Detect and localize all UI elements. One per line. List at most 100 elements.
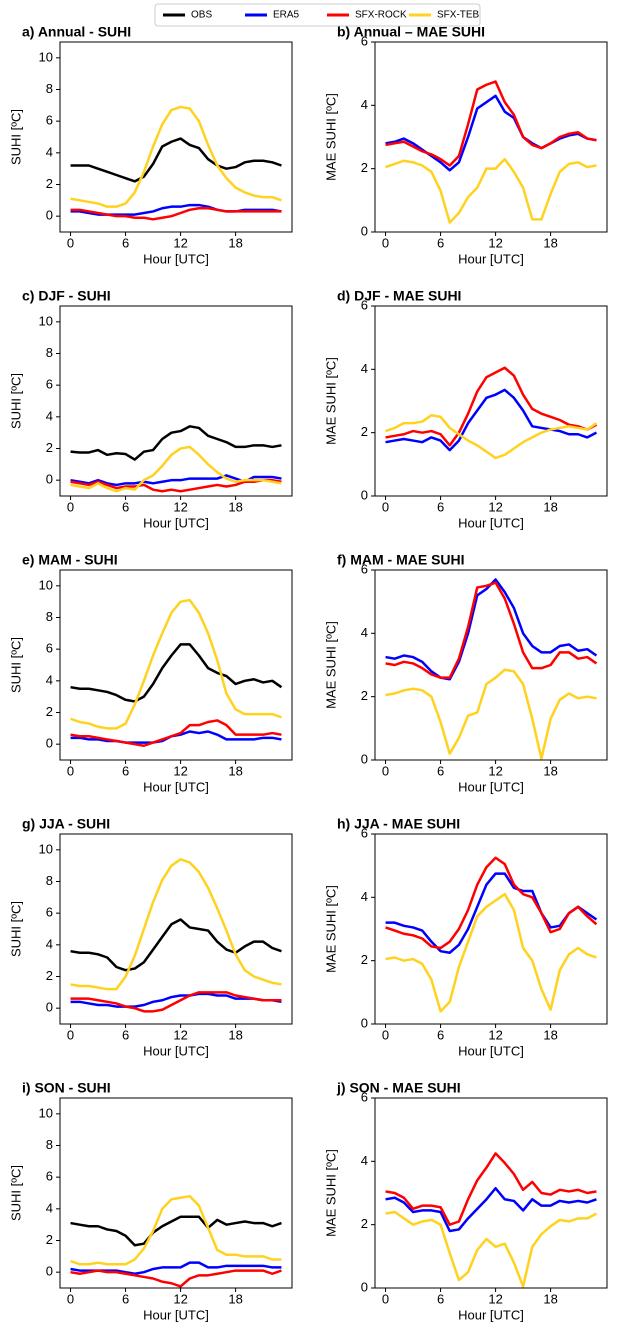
- plot-frame: [59, 833, 293, 1025]
- y-axis-label: SUHI [ºC]: [8, 109, 23, 165]
- y-tick-label: 10: [39, 1105, 53, 1120]
- x-tick-label: 0: [382, 1291, 389, 1306]
- series-line: [70, 478, 282, 493]
- legend-label: SFX-ROCK: [355, 10, 407, 21]
- x-tick-label: 6: [122, 235, 129, 250]
- legend-label: SFX-TEB: [437, 10, 480, 21]
- series-line: [70, 105, 282, 208]
- y-axis-label: MAE SUHI [ºC]: [323, 621, 338, 709]
- series-line: [70, 1269, 282, 1288]
- x-tick-label: 18: [543, 1291, 557, 1306]
- plot-frame: [59, 1097, 293, 1289]
- y-tick-label: 0: [46, 208, 53, 223]
- y-tick-label: 10: [39, 313, 53, 328]
- y-tick-label: 6: [46, 377, 53, 392]
- y-tick-label: 0: [361, 1279, 368, 1294]
- plot-frame: [374, 305, 608, 497]
- series-line: [70, 991, 282, 1013]
- x-tick-label: 12: [173, 1027, 187, 1042]
- y-tick-label: 2: [361, 1216, 368, 1231]
- series-line: [70, 730, 282, 744]
- legend-label: ERA5: [273, 10, 300, 21]
- y-tick-label: 0: [46, 472, 53, 487]
- x-tick-label: 6: [122, 1291, 129, 1306]
- x-axis-label: Hour [UTC]: [458, 251, 524, 266]
- y-tick-label: 6: [361, 33, 368, 48]
- panel-title: g) JJA - SUHI: [22, 816, 110, 832]
- y-axis-label: MAE SUHI [ºC]: [323, 93, 338, 181]
- y-tick-label: 2: [361, 424, 368, 439]
- y-tick-label: 6: [361, 561, 368, 576]
- x-tick-label: 12: [488, 763, 502, 778]
- x-tick-label: 12: [488, 1027, 502, 1042]
- x-tick-label: 12: [488, 1291, 502, 1306]
- series-line: [70, 445, 282, 493]
- x-axis-label: Hour [UTC]: [143, 1307, 209, 1322]
- y-tick-label: 0: [361, 751, 368, 766]
- x-tick-label: 6: [122, 1027, 129, 1042]
- x-axis-label: Hour [UTC]: [458, 515, 524, 530]
- x-tick-label: 18: [228, 499, 242, 514]
- series-line: [385, 1210, 598, 1288]
- x-tick-label: 12: [173, 235, 187, 250]
- y-tick-label: 4: [46, 936, 53, 951]
- x-axis-label: Hour [UTC]: [143, 1043, 209, 1058]
- y-tick-label: 2: [46, 440, 53, 455]
- x-tick-label: 0: [382, 1027, 389, 1042]
- y-axis-label: SUHI [ºC]: [8, 373, 23, 429]
- series-line: [70, 1215, 282, 1247]
- y-tick-label: 4: [46, 672, 53, 687]
- plot-frame: [59, 569, 293, 761]
- x-tick-label: 0: [67, 235, 74, 250]
- series-line: [70, 1261, 282, 1275]
- panel-title: i) SON - SUHI: [22, 1080, 111, 1096]
- series-line: [70, 918, 282, 972]
- y-tick-label: 6: [46, 113, 53, 128]
- panel-title: a) Annual - SUHI: [22, 24, 131, 40]
- series-line: [385, 414, 598, 460]
- x-tick-label: 18: [228, 763, 242, 778]
- series-line: [385, 668, 597, 760]
- y-tick-label: 2: [361, 952, 368, 967]
- x-tick-label: 6: [437, 235, 444, 250]
- x-tick-label: 12: [488, 235, 502, 250]
- y-tick-label: 6: [46, 905, 53, 920]
- y-tick-label: 4: [361, 361, 368, 376]
- y-axis-label: MAE SUHI [ºC]: [323, 1149, 338, 1237]
- series-line: [385, 80, 597, 167]
- y-tick-label: 4: [46, 1200, 53, 1215]
- series-line: [385, 366, 598, 447]
- y-tick-label: 2: [46, 704, 53, 719]
- y-tick-label: 6: [361, 825, 368, 840]
- x-tick-label: 18: [228, 235, 242, 250]
- x-tick-label: 0: [67, 499, 74, 514]
- x-axis-label: Hour [UTC]: [458, 1307, 524, 1322]
- series-line: [70, 719, 282, 747]
- panel-title: d) DJF - MAE SUHI: [337, 288, 461, 304]
- series-line: [70, 992, 282, 1008]
- panel-title: c) DJF - SUHI: [22, 288, 111, 304]
- y-tick-label: 2: [46, 176, 53, 191]
- y-tick-label: 0: [46, 1264, 53, 1279]
- y-tick-label: 4: [361, 625, 368, 640]
- y-tick-label: 6: [361, 1089, 368, 1104]
- x-tick-label: 6: [437, 763, 444, 778]
- x-tick-label: 6: [122, 499, 129, 514]
- x-tick-label: 6: [437, 499, 444, 514]
- y-tick-label: 0: [46, 1000, 53, 1015]
- y-tick-label: 8: [46, 873, 53, 888]
- x-axis-label: Hour [UTC]: [143, 515, 209, 530]
- x-tick-label: 18: [228, 1027, 242, 1042]
- y-tick-label: 0: [361, 487, 368, 502]
- y-tick-label: 8: [46, 345, 53, 360]
- series-line: [385, 892, 597, 1013]
- series-line: [385, 581, 598, 679]
- y-axis-label: MAE SUHI [ºC]: [323, 885, 338, 973]
- y-tick-label: 0: [361, 223, 368, 238]
- y-tick-label: 0: [46, 736, 53, 751]
- plot-frame: [59, 41, 293, 233]
- x-tick-label: 0: [382, 763, 389, 778]
- y-tick-label: 4: [46, 408, 53, 423]
- y-tick-label: 4: [361, 97, 368, 112]
- x-tick-label: 6: [122, 763, 129, 778]
